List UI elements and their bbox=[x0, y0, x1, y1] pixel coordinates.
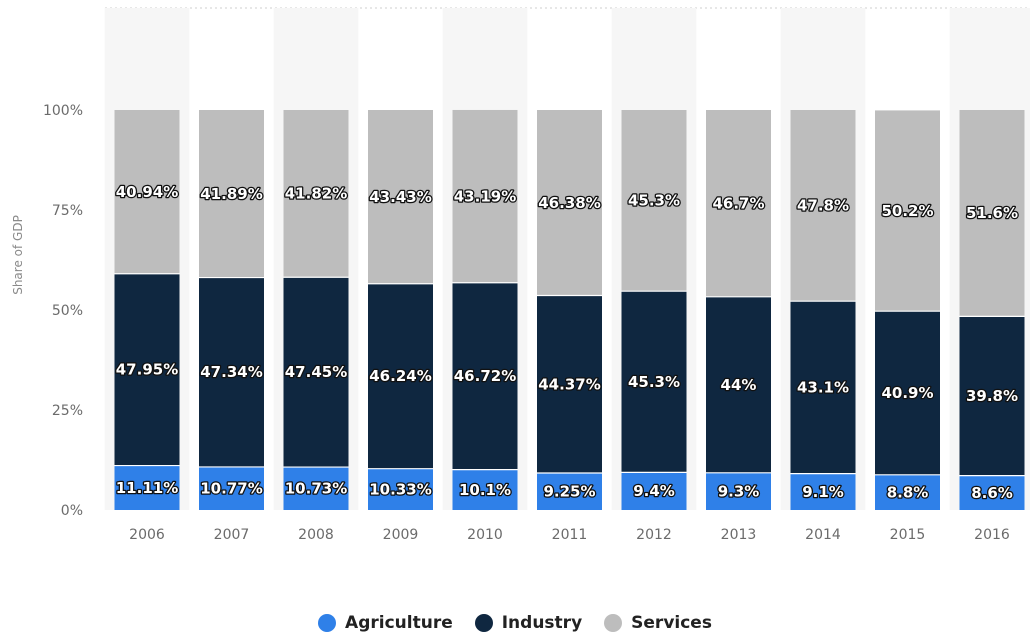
bar-industry-2015[interactable] bbox=[875, 311, 940, 475]
bar-agriculture-2012[interactable] bbox=[621, 472, 687, 510]
x-tick-label: 2011 bbox=[552, 527, 588, 543]
data-label-agriculture-2006: 11.11% bbox=[116, 479, 178, 497]
y-tick-label: 0% bbox=[61, 503, 83, 519]
bar-industry-2010[interactable] bbox=[452, 282, 518, 470]
legend-marker-industry bbox=[474, 614, 493, 632]
data-label-agriculture-2013: 9.3% bbox=[718, 482, 760, 500]
y-axis-label: Share of GDP bbox=[11, 215, 25, 295]
bar-agriculture-2014[interactable] bbox=[790, 473, 856, 510]
x-tick-label: 2009 bbox=[383, 527, 419, 543]
data-label-agriculture-2011: 9.25% bbox=[543, 483, 595, 501]
data-label-industry-2016: 39.8% bbox=[966, 387, 1018, 405]
legend-label-industry: Industry bbox=[501, 613, 583, 633]
data-label-services-2006: 40.94% bbox=[116, 183, 178, 201]
bar-services-2012[interactable] bbox=[621, 110, 687, 292]
x-tick-label: 2012 bbox=[636, 527, 672, 543]
bar-services-2010[interactable] bbox=[452, 109, 518, 283]
x-axis-ticks: 2006 2007 2008 2009 2010 2011 2012 2013 2014 2015… bbox=[129, 527, 1010, 543]
x-tick-label: 2008 bbox=[298, 527, 334, 543]
legend-marker-agriculture bbox=[318, 614, 337, 632]
bar-agriculture-2007[interactable] bbox=[199, 466, 264, 510]
data-label-agriculture-2014: 9.1% bbox=[802, 483, 844, 501]
bar-agriculture-2013[interactable] bbox=[706, 472, 771, 510]
bar-services-2007[interactable] bbox=[199, 110, 264, 278]
bar-services-2008[interactable] bbox=[283, 110, 349, 278]
bar-services-2006[interactable] bbox=[114, 110, 180, 274]
bar-agriculture-2010[interactable] bbox=[452, 469, 518, 510]
y-tick-label: 50% bbox=[52, 303, 83, 319]
data-label-services-2012: 45.3% bbox=[628, 192, 680, 210]
data-label-industry-2006: 47.95% bbox=[116, 361, 178, 379]
bar-services-2015[interactable] bbox=[875, 110, 940, 312]
data-label-industry-2009: 46.24% bbox=[369, 367, 431, 385]
bar-services-2013[interactable] bbox=[706, 110, 771, 297]
y-tick-label: 25% bbox=[52, 403, 83, 419]
bars bbox=[114, 109, 1025, 510]
data-label-industry-2008: 47.45% bbox=[285, 363, 347, 381]
data-label-industry-2013: 44% bbox=[721, 376, 757, 394]
x-tick-label: 2007 bbox=[214, 527, 250, 543]
bar-agriculture-2009[interactable] bbox=[368, 468, 433, 510]
bar-services-2011[interactable] bbox=[537, 110, 602, 296]
data-label-services-2014: 47.8% bbox=[797, 197, 849, 215]
x-tick-label: 2014 bbox=[805, 527, 841, 543]
data-label-agriculture-2010: 10.1% bbox=[459, 481, 511, 499]
data-label-services-2007: 41.89% bbox=[200, 185, 262, 203]
bar-services-2014[interactable] bbox=[790, 110, 856, 302]
bar-industry-2009[interactable] bbox=[368, 283, 433, 469]
stacked-bar-chart: Share of GDP 0% 25% 50% 75% 100% 11.11% 47.95… bbox=[11, 7, 1030, 543]
data-label-agriculture-2016: 8.6% bbox=[971, 484, 1013, 502]
data-label-industry-2010: 46.72% bbox=[454, 367, 516, 385]
data-label-services-2015: 50.2% bbox=[881, 202, 933, 220]
bar-industry-2011[interactable] bbox=[537, 295, 602, 473]
data-label-agriculture-2008: 10.73% bbox=[285, 480, 347, 498]
bar-agriculture-2006[interactable] bbox=[114, 465, 180, 510]
bar-industry-2012[interactable] bbox=[621, 291, 687, 473]
data-label-services-2008: 41.82% bbox=[285, 185, 347, 203]
bar-industry-2013[interactable] bbox=[706, 296, 771, 473]
bar-industry-2014[interactable] bbox=[790, 301, 856, 474]
data-label-agriculture-2015: 8.8% bbox=[887, 483, 929, 501]
bar-services-2009[interactable] bbox=[368, 110, 433, 284]
data-label-industry-2015: 40.9% bbox=[881, 384, 933, 402]
bar-industry-2006[interactable] bbox=[114, 273, 180, 466]
bar-agriculture-2015[interactable] bbox=[875, 474, 940, 510]
data-label-industry-2011: 44.37% bbox=[538, 375, 600, 393]
legend-item-services[interactable]: Services bbox=[604, 613, 712, 633]
data-label-services-2013: 46.7% bbox=[712, 194, 764, 212]
data-label-agriculture-2007: 10.77% bbox=[200, 479, 262, 497]
x-tick-label: 2013 bbox=[721, 527, 757, 543]
x-tick-label: 2015 bbox=[890, 527, 926, 543]
legend-label-agriculture: Agriculture bbox=[345, 613, 453, 633]
data-label-services-2011: 46.38% bbox=[538, 194, 600, 212]
bar-agriculture-2008[interactable] bbox=[283, 467, 349, 510]
legend-item-industry[interactable]: Industry bbox=[474, 613, 583, 633]
legend-marker-services bbox=[604, 614, 623, 632]
x-tick-label: 2010 bbox=[467, 527, 503, 543]
bar-industry-2007[interactable] bbox=[199, 277, 264, 467]
bar-industry-2016[interactable] bbox=[959, 316, 1025, 476]
data-label-industry-2012: 45.3% bbox=[628, 373, 680, 391]
data-label-agriculture-2012: 9.4% bbox=[633, 482, 675, 500]
legend-item-agriculture[interactable]: Agriculture bbox=[318, 613, 453, 633]
legend: Agriculture Industry Services bbox=[0, 610, 1030, 636]
x-tick-label: 2006 bbox=[129, 527, 165, 543]
y-tick-label: 75% bbox=[52, 203, 83, 219]
data-label-services-2009: 43.43% bbox=[369, 188, 431, 206]
data-labels: 11.11% 47.95% 40.94% 10.77% 47.34% 41.89% 10.7… bbox=[114, 182, 1019, 504]
bar-industry-2008[interactable] bbox=[283, 277, 349, 468]
data-label-services-2010: 43.19% bbox=[454, 187, 516, 205]
bar-agriculture-2016[interactable] bbox=[959, 475, 1025, 510]
x-tick-label: 2016 bbox=[974, 527, 1010, 543]
y-tick-label: 100% bbox=[43, 103, 83, 119]
data-label-industry-2014: 43.1% bbox=[797, 378, 849, 396]
data-label-services-2016: 51.6% bbox=[966, 204, 1018, 222]
bar-services-2016[interactable] bbox=[959, 110, 1025, 317]
legend-label-services: Services bbox=[631, 613, 712, 633]
data-label-agriculture-2009: 10.33% bbox=[369, 480, 431, 498]
y-axis-ticks: 0% 25% 50% 75% 100% bbox=[43, 103, 83, 519]
bar-agriculture-2011[interactable] bbox=[537, 473, 602, 510]
data-label-industry-2007: 47.34% bbox=[200, 363, 262, 381]
